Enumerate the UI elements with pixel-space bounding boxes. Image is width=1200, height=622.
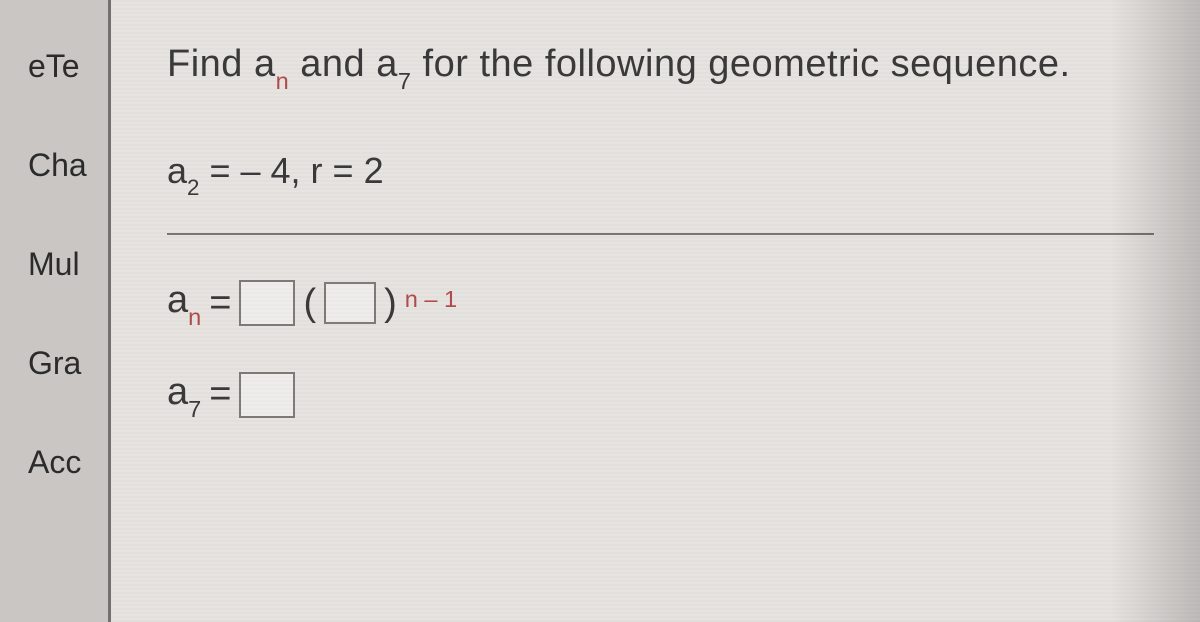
given-a-sub: 2	[187, 175, 199, 200]
prompt-sub-7: 7	[398, 68, 412, 94]
input-a1-coefficient[interactable]	[239, 280, 295, 326]
input-a7-value[interactable]	[239, 372, 295, 418]
equals-1: =	[209, 282, 231, 325]
eq2-lhs: a7	[167, 371, 201, 419]
equation-a7: a7 =	[167, 371, 1154, 419]
prompt-text-3: for the following geometric sequence.	[412, 43, 1071, 85]
sidebar-item-chapter[interactable]: Cha	[28, 147, 106, 184]
sidebar-item-acc[interactable]: Acc	[28, 444, 106, 481]
prompt-sub-n: n	[276, 68, 290, 94]
question-prompt: Find an and a7 for the following geometr…	[167, 40, 1154, 92]
divider	[167, 233, 1154, 235]
close-paren: )	[384, 282, 397, 325]
prompt-text-2: and a	[289, 43, 398, 85]
sidebar-item-graph[interactable]: Gra	[28, 345, 106, 382]
eq1-exponent: n – 1	[405, 286, 457, 313]
sidebar: eTe Cha Mul Gra Acc	[28, 0, 106, 622]
eq1-lhs: an	[167, 279, 201, 327]
given-r-value: 2	[364, 150, 384, 191]
prompt-text-1: Find a	[167, 43, 276, 85]
input-ratio-base[interactable]	[324, 282, 376, 324]
sidebar-item-multi[interactable]: Mul	[28, 246, 106, 283]
question-panel: Find an and a7 for the following geometr…	[108, 0, 1200, 622]
open-paren: (	[303, 282, 316, 325]
given-values: a2 = – 4, r = 2	[167, 150, 1154, 197]
equals-2: =	[209, 373, 231, 416]
given-a-value: – 4	[240, 150, 290, 191]
equation-an: an = ( ) n – 1	[167, 279, 1154, 327]
sidebar-item-etext[interactable]: eTe	[28, 48, 106, 85]
